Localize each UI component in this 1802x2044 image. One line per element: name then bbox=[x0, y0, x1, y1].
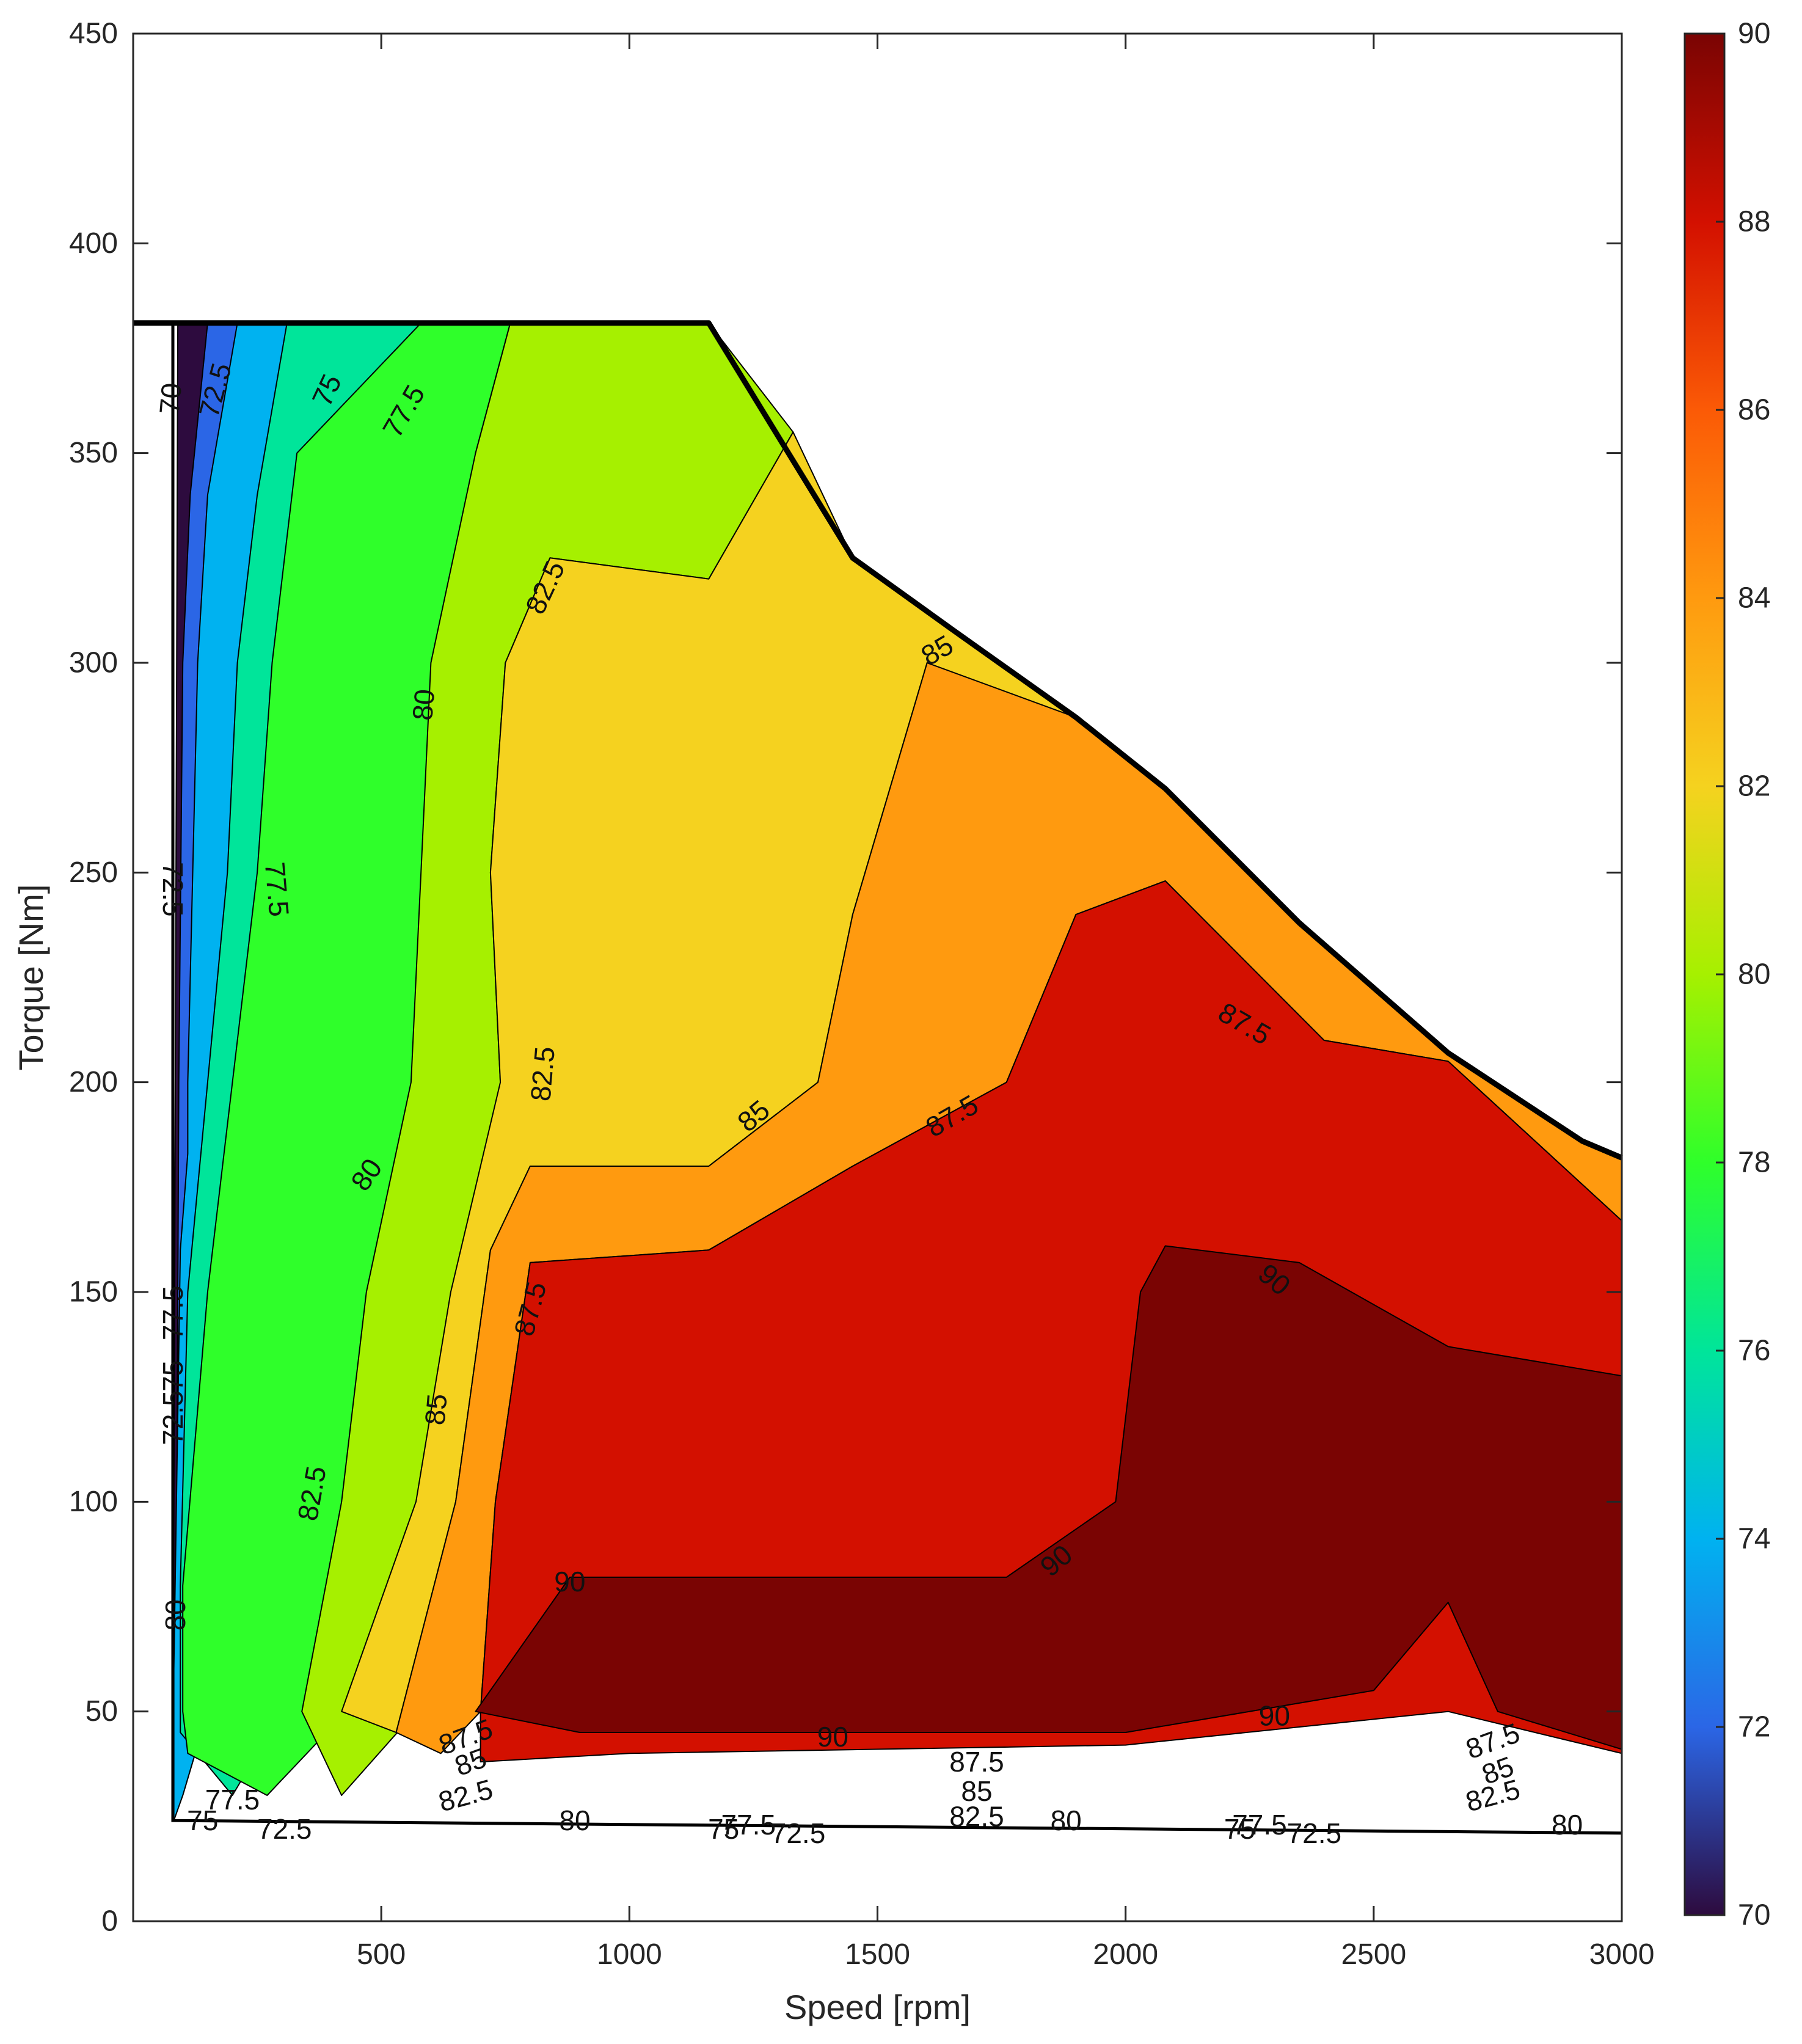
contour-label-19: 72.5 bbox=[157, 1390, 189, 1445]
x-tick-label-4: 2500 bbox=[1341, 1938, 1406, 1971]
colorbar-tick-label-6: 82 bbox=[1738, 770, 1770, 803]
contour-label-29: 90 bbox=[817, 1721, 848, 1753]
contour-label-5: 80 bbox=[406, 688, 440, 722]
contour-region-9 bbox=[475, 1245, 1622, 1750]
contour-label-43: 72.5 bbox=[771, 1817, 826, 1849]
x-axis-title: Speed [rpm] bbox=[784, 1988, 971, 2026]
contour-label-45: 77.5 bbox=[1232, 1809, 1287, 1841]
x-tick-label-5: 3000 bbox=[1589, 1938, 1655, 1971]
y-tick-label-7: 350 bbox=[69, 437, 118, 469]
contour-label-38: 77.5 bbox=[205, 1784, 260, 1816]
colorbar-tick-label-0: 70 bbox=[1738, 1899, 1770, 1932]
contour-label-22: 90 bbox=[554, 1566, 585, 1597]
contour-label-9: 82.5 bbox=[524, 1045, 561, 1103]
contour-label-8: 72.5 bbox=[157, 862, 189, 917]
colorbar: 70 72 74 76 78 80 82 84 86 88 90 bbox=[1683, 18, 1770, 1932]
envelope-base-line bbox=[171, 323, 1622, 1835]
x-tick-label-1: 1000 bbox=[597, 1938, 662, 1971]
y-tick-label-8: 400 bbox=[69, 227, 118, 260]
contour-label-40: 72.5 bbox=[257, 1813, 312, 1845]
y-tick-label-0: 0 bbox=[101, 1905, 118, 1938]
colorbar-tick-label-2: 74 bbox=[1738, 1523, 1770, 1555]
contour-label-35: 80 bbox=[559, 1805, 590, 1836]
y-tick-label-6: 300 bbox=[69, 647, 118, 679]
contour-label-30: 87.5 bbox=[949, 1746, 1004, 1778]
x-axis-ticks: 500 1000 1500 2000 2500 3000 bbox=[357, 34, 1654, 1971]
contour-regions bbox=[172, 322, 1622, 1822]
colorbar-tick-label-10: 90 bbox=[1738, 18, 1770, 50]
x-tick-label-3: 2000 bbox=[1093, 1938, 1158, 1971]
colorbar-tick-label-5: 80 bbox=[1738, 958, 1770, 991]
colorbar-ticks: 70 72 74 76 78 80 82 84 86 88 90 bbox=[1716, 18, 1770, 1932]
colorbar-tick-label-4: 78 bbox=[1738, 1147, 1770, 1179]
contour-label-23: 80 bbox=[159, 1599, 191, 1630]
colorbar-tick-label-8: 86 bbox=[1738, 394, 1770, 426]
y-tick-label-1: 50 bbox=[86, 1695, 118, 1728]
contour-label-18: 85 bbox=[418, 1393, 453, 1427]
contour-label-16: 77.5 bbox=[157, 1286, 189, 1341]
contour-label-0: 70 bbox=[153, 382, 188, 416]
contour-label-7: 77.5 bbox=[259, 861, 296, 918]
max-torque-envelope bbox=[133, 320, 1623, 1835]
y-tick-label-5: 250 bbox=[69, 856, 118, 889]
contour-label-39: 75 bbox=[187, 1805, 218, 1836]
contour-label-41: 75 bbox=[708, 1813, 739, 1845]
y-tick-label-2: 100 bbox=[69, 1486, 118, 1518]
contour-label-46: 72.5 bbox=[1287, 1817, 1342, 1849]
y-axis-title: Torque [Nm] bbox=[12, 885, 50, 1071]
y-axis-ticks: 0 50 100 150 200 250 300 350 400 450 bbox=[69, 18, 1622, 1938]
contour-label-24: 90 bbox=[1259, 1700, 1290, 1732]
contour-label-31: 85 bbox=[961, 1775, 992, 1807]
contour-label-42: 77.5 bbox=[721, 1809, 776, 1841]
contour-label-36: 80 bbox=[1051, 1805, 1082, 1836]
colorbar-tick-label-7: 84 bbox=[1738, 582, 1770, 615]
colorbar-tick-label-3: 76 bbox=[1738, 1335, 1770, 1367]
envelope-line bbox=[133, 320, 1623, 1161]
y-tick-label-4: 200 bbox=[69, 1066, 118, 1098]
x-tick-label-2: 1500 bbox=[845, 1938, 910, 1971]
contour-label-37: 80 bbox=[1552, 1809, 1583, 1841]
y-tick-label-9: 450 bbox=[69, 18, 118, 50]
colorbar-tick-label-9: 88 bbox=[1738, 206, 1770, 238]
contour-label-17: 75 bbox=[157, 1360, 189, 1392]
contour-label-44: 75 bbox=[1224, 1813, 1255, 1845]
colorbar-tick-label-1: 72 bbox=[1738, 1711, 1770, 1743]
y-tick-label-3: 150 bbox=[69, 1276, 118, 1309]
x-tick-label-0: 500 bbox=[357, 1938, 406, 1971]
contour-label-33: 82.5 bbox=[949, 1800, 1004, 1832]
